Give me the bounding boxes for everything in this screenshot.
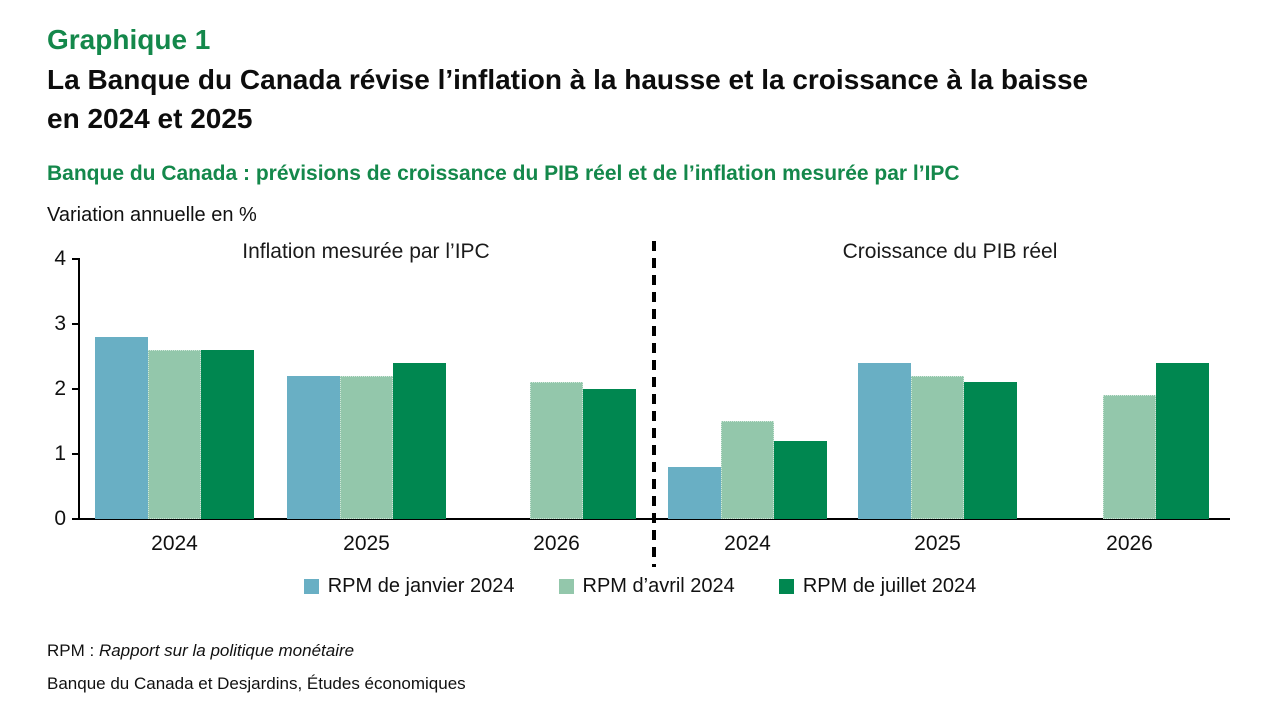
x-axis-label-panel1-2024: 2024 [724, 532, 771, 555]
legend-item-1: RPM d’avril 2024 [558, 575, 735, 598]
bar-panel1-2026-series2 [1156, 363, 1209, 519]
bar-panel1-2024-series2 [774, 441, 827, 519]
y-axis-label-3: 3 [54, 312, 66, 335]
x-axis-label-panel1-2026: 2026 [1106, 532, 1153, 555]
bar-panel1-2025-series0 [858, 363, 911, 519]
panel-title-1: Croissance du PIB réel [842, 240, 1058, 263]
legend-item-2: RPM de juillet 2024 [778, 575, 977, 598]
footnote-rpm: RPM : Rapport sur la politique monétaire [47, 641, 354, 661]
bar-panel0-2026-series1 [530, 382, 583, 519]
y-axis-tick-0 [72, 518, 79, 520]
bar-panel1-2024-series0 [668, 467, 721, 519]
legend-swatch-icon [558, 579, 574, 594]
chart-legend: RPM de janvier 2024 RPM d’avril 2024 RPM d… [0, 575, 1280, 598]
y-axis-tick-2 [72, 388, 79, 390]
x-axis-label-panel1-2025: 2025 [914, 532, 961, 555]
chart-title-line2: en 2024 et 2025 [47, 103, 253, 134]
bar-panel0-2025-series0 [287, 376, 340, 519]
panel-divider-dashed-line [652, 241, 656, 567]
bar-panel0-2025-series2 [393, 363, 446, 519]
chart-subtitle: Banque du Canada : prévisions de croissa… [47, 162, 960, 185]
bar-panel1-2026-series1 [1103, 395, 1156, 519]
legend-label: RPM d’avril 2024 [582, 575, 735, 597]
bar-panel0-2025-series1 [340, 376, 393, 519]
panel-title-0: Inflation mesurée par l’IPC [242, 240, 490, 263]
y-axis-tick-1 [72, 453, 79, 455]
bar-panel1-2025-series2 [964, 382, 1017, 519]
y-axis-label-4: 4 [54, 247, 66, 270]
x-axis-label-panel0-2026: 2026 [533, 532, 580, 555]
chart-number: Graphique 1 [47, 24, 211, 55]
y-axis-tick-4 [72, 258, 79, 260]
legend-swatch-icon [778, 579, 794, 594]
x-axis-label-panel0-2025: 2025 [343, 532, 390, 555]
y-axis-label-2: 2 [54, 377, 66, 400]
bar-panel0-2024-series2 [201, 350, 254, 519]
y-axis-unit-label: Variation annuelle en % [47, 204, 257, 226]
legend-swatch-icon [303, 579, 319, 594]
bar-panel0-2024-series1 [148, 350, 201, 519]
chart-title-line1: La Banque du Canada révise l’inflation à… [47, 64, 1089, 95]
y-axis-label-0: 0 [54, 507, 66, 530]
bar-panel1-2024-series1 [721, 421, 774, 519]
y-axis-tick-3 [72, 323, 79, 325]
footnote-prefix: RPM : [47, 641, 99, 660]
legend-item-0: RPM de janvier 2024 [303, 575, 515, 598]
x-axis-baseline [72, 518, 1230, 520]
x-axis-label-panel0-2024: 2024 [151, 532, 198, 555]
legend-label: RPM de janvier 2024 [327, 575, 515, 597]
bar-panel0-2026-series2 [583, 389, 636, 519]
bar-panel1-2025-series1 [911, 376, 964, 519]
legend-label: RPM de juillet 2024 [802, 575, 977, 597]
y-axis-label-1: 1 [54, 442, 66, 465]
y-axis-line [78, 258, 80, 520]
source-line: Banque du Canada et Desjardins, Études é… [47, 674, 466, 693]
footnote-report-title: Rapport sur la politique monétaire [98, 641, 355, 660]
bar-panel0-2024-series0 [95, 337, 148, 519]
